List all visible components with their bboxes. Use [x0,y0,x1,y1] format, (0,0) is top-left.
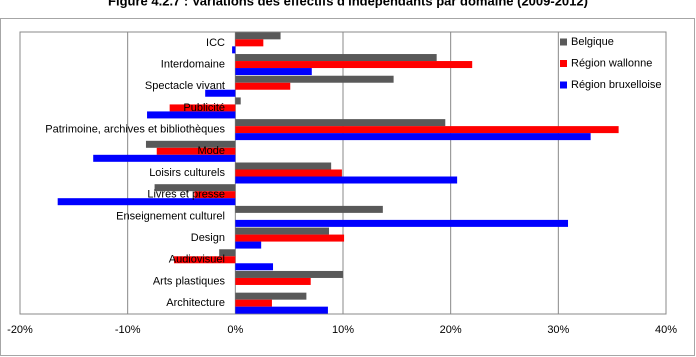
bar [235,234,345,242]
bar [235,82,291,90]
bar [235,219,569,227]
bar [145,140,236,148]
bar [235,241,262,249]
bar [235,299,272,307]
bar [235,263,274,271]
y-tick-label: Loisirs culturels [149,167,225,179]
bar [235,68,312,76]
bar [235,227,330,235]
plot-border [19,31,667,315]
bar [57,198,236,206]
bar [232,46,236,54]
y-tick-label: Patrimoine, archives et bibliothèques [45,124,225,136]
bar [235,75,394,83]
bar [235,39,264,47]
chart-frame [0,18,695,356]
legend-swatch [560,81,567,89]
bar [169,104,236,112]
bar [235,162,332,170]
bar [235,54,437,62]
bar [194,191,236,199]
y-tick-label: Audiovisuel [169,254,225,266]
y-tick-label: Design [191,232,225,244]
bar [235,205,383,213]
bar [235,277,311,285]
x-tick-label: 30% [547,324,569,336]
bar [93,154,236,162]
bar [235,119,446,127]
bar [235,97,241,105]
x-tick-label: -20% [7,324,33,336]
y-tick-label: Interdomaine [161,58,225,70]
bar [156,147,236,155]
bar [235,292,307,300]
bar [154,184,236,192]
y-tick-label: Arts plastiques [153,275,226,287]
x-tick-label: -10% [115,324,141,336]
x-tick-label: 20% [440,324,462,336]
y-tick-label: Publicité [183,102,225,114]
legend-label: Région wallonne [571,57,652,69]
legend-swatch [560,60,567,67]
x-tick-label: 10% [332,324,354,336]
bar [235,270,343,278]
bar [147,111,236,119]
legend-label: Région bruxelloise [571,79,662,91]
x-tick-label: 40% [655,324,677,336]
chart-title: Figure 4.2.7 : Variations des effectifs … [108,0,588,8]
bar [235,176,458,184]
bar [235,126,619,134]
y-tick-label: Mode [197,145,225,157]
bar [173,256,236,264]
y-tick-label: Livres et presse [147,189,225,201]
bar [235,133,591,141]
bar [235,306,328,314]
legend-label: Belgique [571,36,614,48]
bar [235,169,342,177]
bar [219,249,236,257]
legend-swatch [560,38,567,46]
bar [235,61,473,69]
y-tick-label: Enseignement culturel [116,210,225,222]
y-tick-label: Spectacle vivant [145,80,225,92]
x-tick-label: 0% [227,324,243,336]
bar [235,32,281,40]
y-tick-label: ICC [206,37,225,49]
y-tick-label: Architecture [166,297,225,309]
bar [205,89,236,97]
